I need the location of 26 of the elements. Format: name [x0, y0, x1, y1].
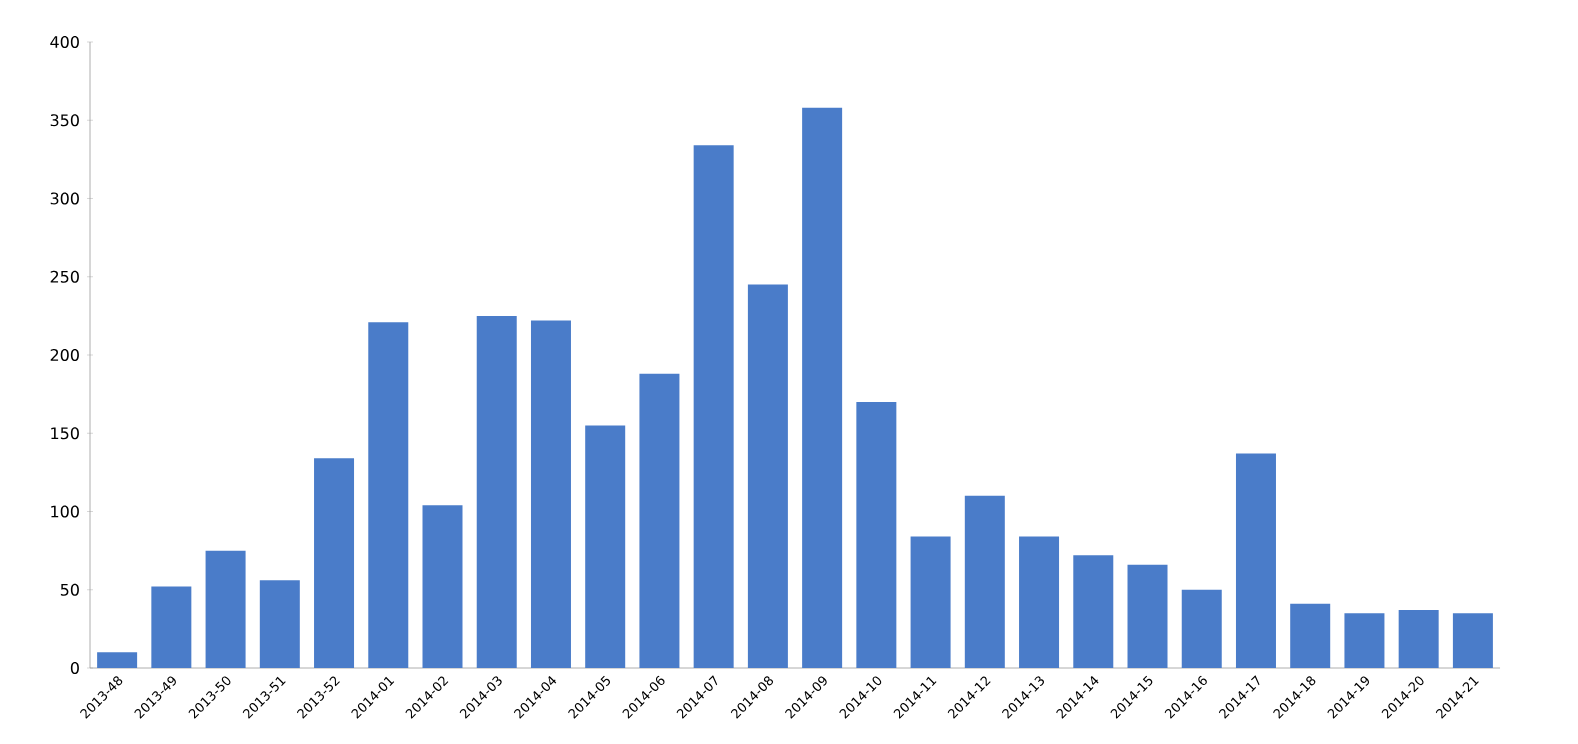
bar	[747, 284, 788, 668]
bar	[964, 495, 1005, 668]
bar	[151, 586, 192, 668]
bar	[1344, 613, 1385, 668]
bar	[530, 320, 571, 668]
bar	[314, 458, 355, 668]
bar	[205, 550, 246, 668]
bar	[639, 373, 680, 668]
bar	[476, 315, 517, 668]
bar	[1127, 564, 1168, 668]
bar	[1073, 555, 1114, 668]
bar	[259, 580, 300, 668]
bar	[368, 322, 409, 668]
bar	[1398, 610, 1439, 668]
bar	[97, 652, 138, 668]
bar	[585, 425, 626, 668]
bar	[1290, 603, 1331, 668]
bar	[1181, 589, 1222, 668]
bar	[856, 401, 897, 668]
bar	[1452, 613, 1493, 668]
bar	[802, 107, 843, 668]
bar	[910, 536, 951, 668]
bar	[693, 145, 734, 668]
bar	[1019, 536, 1060, 668]
bar	[1235, 453, 1276, 668]
bar	[422, 505, 463, 668]
